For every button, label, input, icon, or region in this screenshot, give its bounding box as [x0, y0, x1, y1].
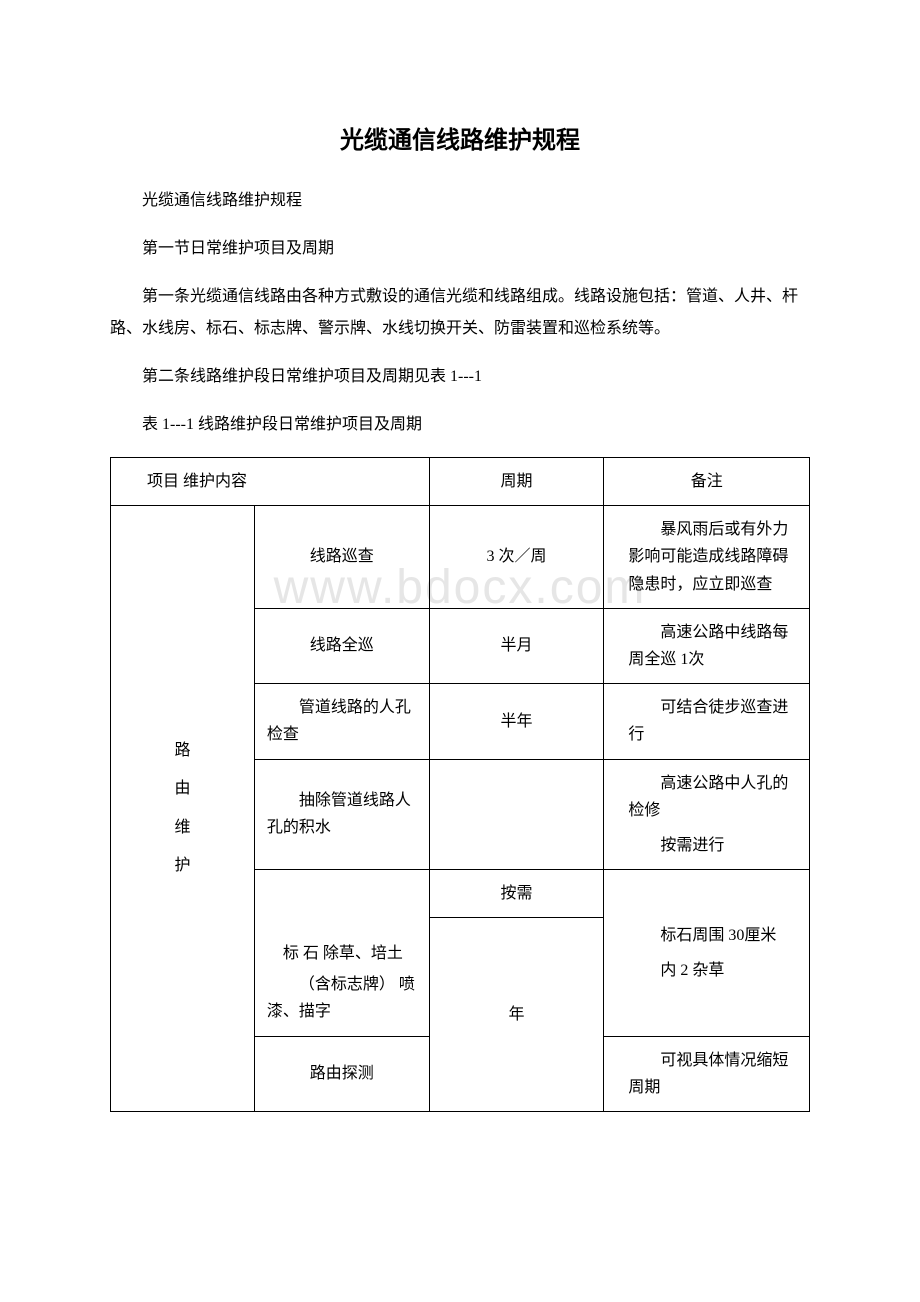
note-line: 高速公路中人孔的检修	[628, 770, 797, 824]
cell-content: 路由探测	[254, 1036, 429, 1111]
label-line: 由	[123, 770, 242, 808]
header-col3: 备注	[604, 458, 810, 506]
header-col2: 周期	[429, 458, 604, 506]
cell-content: 抽除管道线路人孔的积水	[254, 759, 429, 870]
header-col1: 项目 维护内容	[111, 458, 430, 506]
cell-content: 标 石 除草、培土 （含标志牌） 喷漆、描字	[254, 870, 429, 1037]
note-line: 内 2 杂草	[628, 957, 797, 984]
row-group-label: 路 由 维 护	[111, 506, 255, 1112]
table-row: 路 由 维 护 线路巡查 3 次／周 暴风雨后或有外力影响可能造成线路障碍隐患时…	[111, 506, 810, 609]
cell-note: 暴风雨后或有外力影响可能造成线路障碍隐患时，应立即巡查	[604, 506, 810, 609]
paragraph-5: 表 1---1 线路维护段日常维护项目及周期	[110, 409, 810, 441]
content-line: （含标志牌） 喷漆、描字	[267, 971, 417, 1025]
cell-content: 管道线路的人孔检查	[254, 684, 429, 759]
cell-period-top: 按需	[429, 870, 604, 918]
paragraph-1: 光缆通信线路维护规程	[110, 185, 810, 217]
note-line: 按需进行	[628, 832, 797, 859]
label-line: 护	[123, 847, 242, 885]
page-content: 光缆通信线路维护规程 光缆通信线路维护规程 第一节日常维护项目及周期 第一条光缆…	[110, 120, 810, 1112]
cell-content: 线路全巡	[254, 608, 429, 683]
cell-note: 标石周围 30厘米 内 2 杂草	[604, 870, 810, 1037]
cell-period: 3 次／周	[429, 506, 604, 609]
cell-period	[429, 759, 604, 870]
cell-note: 高速公路中人孔的检修 按需进行	[604, 759, 810, 870]
maintenance-table: 项目 维护内容 周期 备注 路 由 维 护 线路巡查 3 次／周 暴风雨后或有外…	[110, 457, 810, 1112]
paragraph-2: 第一节日常维护项目及周期	[110, 233, 810, 265]
cell-note: 可结合徒步巡查进行	[604, 684, 810, 759]
cell-period: 半月	[429, 608, 604, 683]
cell-note: 可视具体情况缩短周期	[604, 1036, 810, 1111]
page-title: 光缆通信线路维护规程	[110, 120, 810, 155]
content-line: 标 石 除草、培土	[267, 940, 417, 967]
cell-content: 线路巡查	[254, 506, 429, 609]
cell-period: 年	[429, 918, 604, 1112]
cell-period: 半年	[429, 684, 604, 759]
label-line: 路	[123, 732, 242, 770]
cell-note: 高速公路中线路每周全巡 1次	[604, 608, 810, 683]
label-line: 维	[123, 809, 242, 847]
table-header-row: 项目 维护内容 周期 备注	[111, 458, 810, 506]
paragraph-4: 第二条线路维护段日常维护项目及周期见表 1---1	[110, 361, 810, 393]
note-line: 标石周围 30厘米	[628, 922, 797, 949]
paragraph-3: 第一条光缆通信线路由各种方式敷设的通信光缆和线路组成。线路设施包括：管道、人井、…	[110, 281, 810, 345]
